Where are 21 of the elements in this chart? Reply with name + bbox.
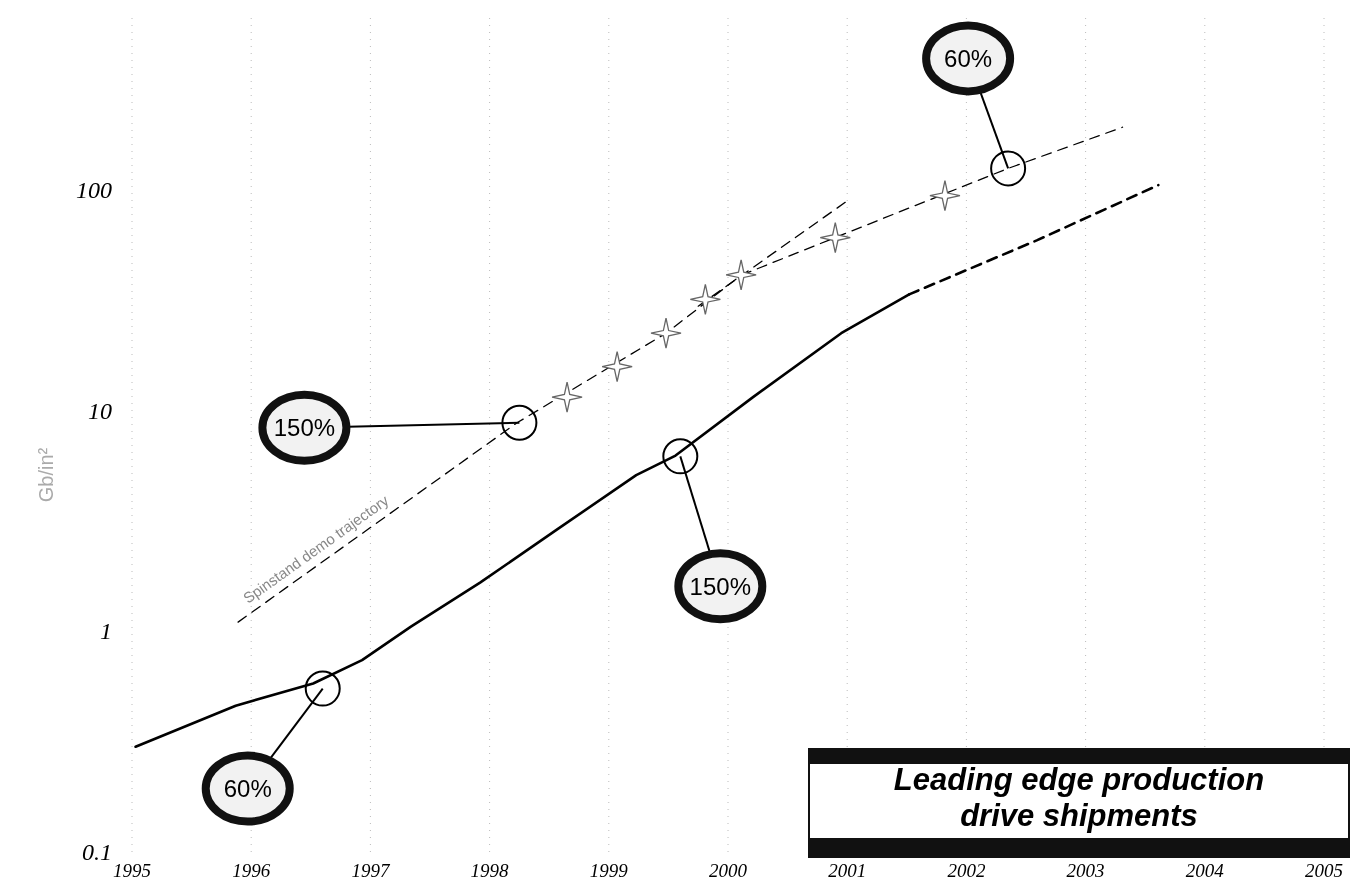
x-tick-label: 2004 — [1185, 860, 1225, 881]
y-tick-label: 1 — [100, 618, 112, 645]
x-tick-label: 1996 — [232, 860, 271, 881]
y-tick-label: 100 — [76, 176, 112, 203]
x-tick-label: 1995 — [113, 860, 151, 881]
y-tick-label: 0.1 — [82, 839, 112, 865]
x-tick-label: 2000 — [709, 860, 748, 881]
annotation: 60% — [944, 44, 993, 72]
annotation: 150% — [689, 572, 752, 600]
x-tick-label: 2002 — [947, 860, 986, 881]
annotation: 60% — [223, 775, 272, 803]
x-tick-label: 1999 — [589, 860, 629, 881]
y-tick-label: 10 — [88, 397, 112, 424]
y-axis-title: Gb/in² — [35, 447, 57, 503]
annotation: 150% — [273, 414, 336, 442]
x-tick-label: 2003 — [1066, 860, 1105, 881]
x-tick-label: 1998 — [470, 860, 510, 881]
x-tick-label: 2005 — [1305, 860, 1343, 881]
annotation: Leading edge production drive shipments — [893, 762, 1265, 833]
x-tick-label: 2001 — [828, 860, 867, 881]
x-tick-label: 1997 — [351, 860, 391, 881]
